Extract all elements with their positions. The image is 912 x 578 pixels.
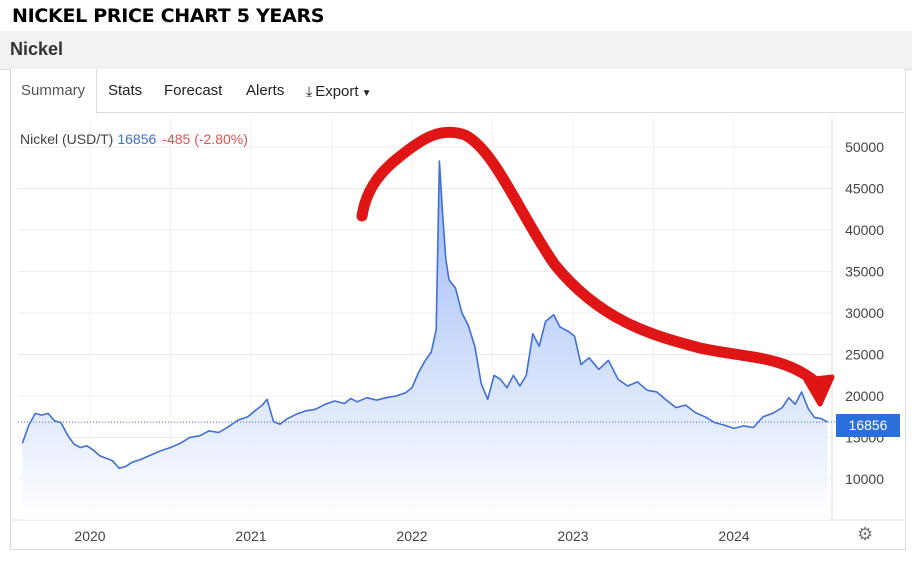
caret-down-icon: ▼ [361, 88, 372, 99]
y-tick-label: 30000 [845, 305, 884, 321]
download-icon: ⤓ [306, 83, 313, 99]
x-tick-label: 2021 [235, 528, 266, 544]
y-tick-label: 40000 [845, 222, 884, 238]
legend-price: 16856 [117, 131, 157, 147]
chart-legend: Nickel (USD/T) 16856 -485 (-2.80%) [20, 131, 248, 147]
x-tick-label: 2023 [557, 528, 588, 544]
x-tick-label: 2024 [718, 528, 749, 544]
page-title: Nickel [10, 39, 64, 59]
price-area [22, 161, 828, 520]
tab-forecast[interactable]: Forecast [164, 82, 223, 99]
legend-change: -485 (-2.80%) [162, 131, 248, 147]
tab-bar: Summary Stats Forecast Alerts ⤓ Export ▼ [10, 69, 904, 114]
x-tick-label: 2020 [74, 528, 105, 544]
tab-stats[interactable]: Stats [108, 82, 143, 99]
tab-alerts[interactable]: Alerts [246, 82, 285, 99]
x-tick-label: 2022 [396, 528, 427, 544]
y-tick-label: 10000 [845, 471, 884, 487]
y-tick-label: 25000 [845, 347, 884, 363]
tab-summary[interactable]: Summary [10, 69, 97, 114]
annotation-arrow [356, 126, 824, 390]
y-tick-label: 50000 [845, 139, 884, 155]
y-tick-label: 45000 [845, 181, 884, 197]
gear-icon[interactable]: ⚙ [857, 524, 874, 544]
annotation-arrowhead [803, 374, 835, 407]
y-tick-label: 35000 [845, 264, 884, 280]
tab-export-label: Export [315, 83, 359, 100]
y-tick-label: 20000 [845, 388, 884, 404]
price-series-line [21, 160, 828, 469]
chart-heading: NICKEL PRICE CHART 5 YEARS [12, 5, 325, 27]
tab-export[interactable]: ⤓ Export ▼ [296, 69, 381, 113]
legend-instrument: Nickel (USD/T) [20, 131, 114, 147]
title-bar: Nickel [0, 31, 912, 70]
tab-divider [97, 112, 904, 113]
last-price-badge: 16856 [836, 414, 900, 437]
